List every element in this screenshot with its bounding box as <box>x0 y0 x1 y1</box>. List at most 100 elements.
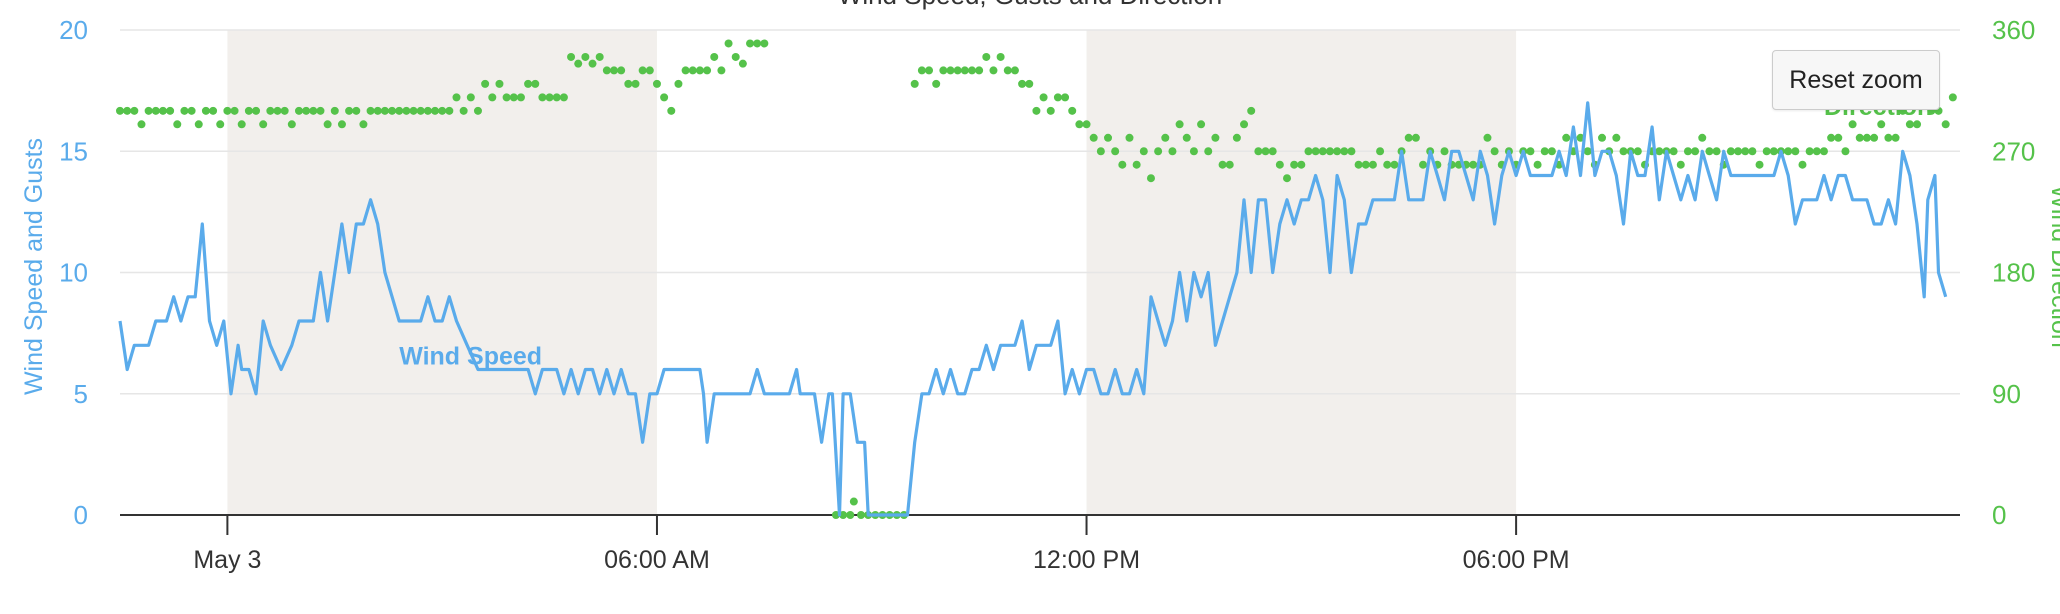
direction-point-147 <box>1232 133 1241 142</box>
direction-point-155 <box>1290 160 1299 169</box>
direction-point-183 <box>1490 147 1499 156</box>
direction-point-65 <box>581 52 590 61</box>
direction-point-115 <box>1003 66 1012 75</box>
x-tick-label-3: 06:00 PM <box>1463 546 1570 574</box>
direction-point-16 <box>230 106 239 115</box>
direction-point-229 <box>1819 147 1828 156</box>
direction-point-163 <box>1347 147 1356 156</box>
direction-point-33 <box>352 106 361 115</box>
direction-point-128 <box>1096 147 1105 156</box>
reset-zoom-button[interactable]: Reset zoom <box>1772 50 1940 110</box>
direction-point-233 <box>1848 120 1857 129</box>
direction-point-106 <box>939 66 948 75</box>
direction-point-142 <box>1197 120 1206 129</box>
direction-point-210 <box>1683 147 1692 156</box>
direction-point-239 <box>1891 133 1900 142</box>
direction-point-208 <box>1669 147 1678 156</box>
direction-point-71 <box>624 79 633 88</box>
direction-point-41 <box>409 106 418 115</box>
direction-point-69 <box>610 66 619 75</box>
y-left-tick-label-2: 10 <box>59 258 88 288</box>
direction-point-20 <box>259 120 268 129</box>
direction-point-157 <box>1304 147 1313 156</box>
direction-point-6 <box>158 106 167 115</box>
direction-point-32 <box>345 106 354 115</box>
direction-point-118 <box>1025 79 1034 88</box>
direction-point-176 <box>1440 147 1449 156</box>
direction-point-51 <box>481 79 490 88</box>
direction-point-180 <box>1469 160 1478 169</box>
direction-point-130 <box>1111 147 1120 156</box>
direction-point-162 <box>1340 147 1349 156</box>
direction-point-9 <box>180 106 189 115</box>
x-tick-label-0: May 3 <box>193 546 261 574</box>
x-tick-label-1: 06:00 AM <box>604 546 710 574</box>
direction-point-216 <box>1726 147 1735 156</box>
direction-point-218 <box>1741 147 1750 156</box>
direction-point-242 <box>1913 120 1922 129</box>
direction-point-166 <box>1368 160 1377 169</box>
direction-point-230 <box>1827 133 1836 142</box>
direction-point-67 <box>595 52 604 61</box>
direction-point-224 <box>1784 147 1793 156</box>
direction-point-154 <box>1283 174 1292 183</box>
direction-point-77 <box>667 106 676 115</box>
direction-point-109 <box>960 66 969 75</box>
direction-point-75 <box>652 79 661 88</box>
direction-point-241 <box>1905 120 1914 129</box>
direction-point-139 <box>1175 120 1184 129</box>
direction-point-111 <box>975 66 984 75</box>
direction-point-48 <box>459 106 468 115</box>
direction-point-76 <box>660 93 669 102</box>
direction-point-103 <box>917 66 926 75</box>
direction-point-57 <box>524 79 533 88</box>
direction-point-173 <box>1419 160 1428 169</box>
direction-point-22 <box>273 106 282 115</box>
direction-point-102 <box>910 79 919 88</box>
direction-point-134 <box>1139 147 1148 156</box>
direction-point-28 <box>316 106 325 115</box>
direction-point-42 <box>416 106 425 115</box>
direction-point-40 <box>402 106 411 115</box>
direction-point-196 <box>1583 147 1592 156</box>
direction-point-201 <box>1619 147 1628 156</box>
direction-point-81 <box>695 66 704 75</box>
direction-point-144 <box>1211 133 1220 142</box>
direction-point-29 <box>323 120 332 129</box>
direction-point-110 <box>967 66 976 75</box>
direction-point-19 <box>252 106 261 115</box>
direction-point-26 <box>302 106 311 115</box>
direction-point-13 <box>209 106 218 115</box>
direction-point-104 <box>925 66 934 75</box>
y-axis-left-ticks: 0 5 10 15 20 <box>59 15 88 530</box>
direction-point-149 <box>1247 106 1256 115</box>
direction-point-18 <box>244 106 253 115</box>
direction-point-45 <box>438 106 447 115</box>
direction-point-5 <box>151 106 160 115</box>
direction-point-84 <box>717 66 726 75</box>
direction-point-172 <box>1411 133 1420 142</box>
y-left-tick-label-1: 5 <box>74 379 88 409</box>
direction-point-68 <box>602 66 611 75</box>
direction-point-74 <box>645 66 654 75</box>
direction-point-73 <box>638 66 647 75</box>
direction-point-231 <box>1834 133 1843 142</box>
direction-point-143 <box>1204 147 1213 156</box>
direction-point-60 <box>545 93 554 102</box>
direction-point-114 <box>996 52 1005 61</box>
direction-point-31 <box>337 120 346 129</box>
direction-point-35 <box>366 106 375 115</box>
direction-point-226 <box>1798 160 1807 169</box>
direction-point-206 <box>1655 147 1664 156</box>
direction-point-129 <box>1104 133 1113 142</box>
direction-point-1 <box>123 106 132 115</box>
direction-point-30 <box>330 106 339 115</box>
direction-point-138 <box>1168 147 1177 156</box>
x-axis-ticks: May 3 06:00 AM 12:00 PM 06:00 PM <box>193 515 1570 574</box>
direction-point-228 <box>1812 147 1821 156</box>
direction-point-247 <box>1948 93 1957 102</box>
direction-point-89 <box>753 39 762 48</box>
direction-point-132 <box>1125 133 1134 142</box>
wind-direction-series <box>116 39 1957 519</box>
y-right-tick-label-2: 180 <box>1992 258 2035 288</box>
